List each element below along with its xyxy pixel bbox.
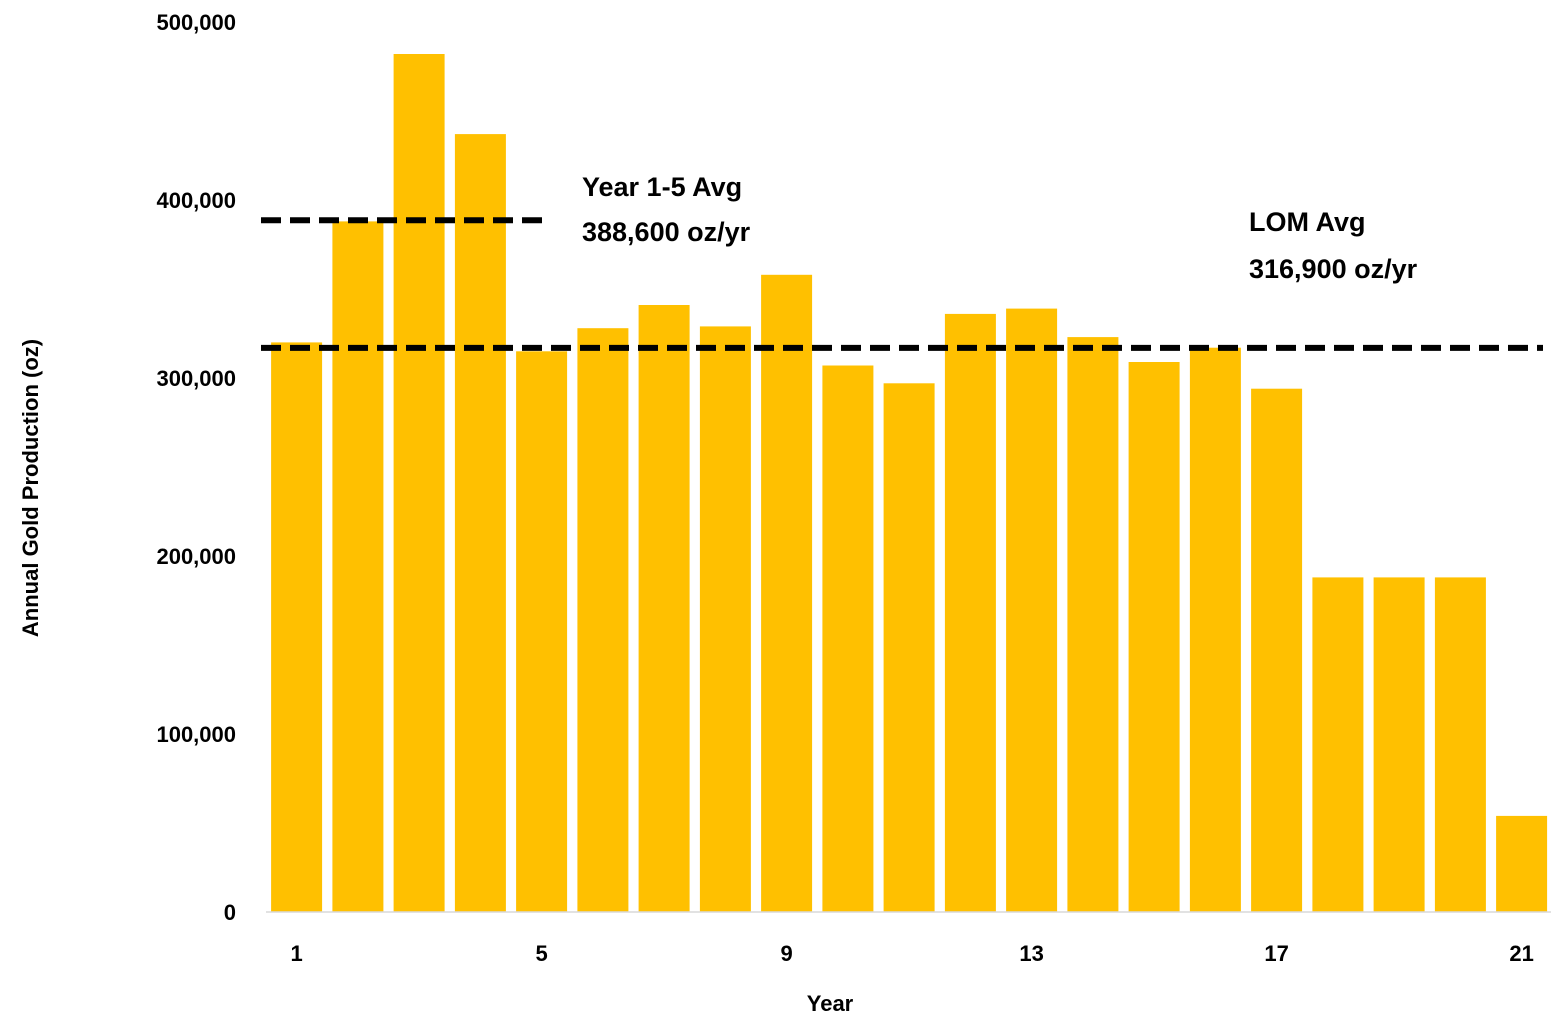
bar-year-5 <box>516 351 568 912</box>
y-tick-label: 0 <box>224 900 236 925</box>
y-axis-title: Annual Gold Production (oz) <box>18 339 43 637</box>
year-1-5-avg-label: Year 1-5 Avg <box>582 172 742 202</box>
bar-year-3 <box>393 54 445 912</box>
year-1-5-avg-value: 388,600 oz/yr <box>582 217 751 247</box>
year-1-5-avg-annotation: Year 1-5 Avg 388,600 oz/yr <box>582 172 751 247</box>
bar-year-10 <box>822 365 874 912</box>
x-tick-label: 21 <box>1509 941 1533 966</box>
lom-avg-value: 316,900 oz/yr <box>1249 254 1418 284</box>
x-axis-title: Year <box>807 991 854 1016</box>
y-tick-label: 400,000 <box>156 188 236 213</box>
bar-year-19 <box>1373 577 1425 912</box>
y-tick-label: 100,000 <box>156 722 236 747</box>
bar-year-17 <box>1251 388 1303 912</box>
y-axis-ticks: 0 100,000 200,000 300,000 400,000 500,000 <box>156 10 236 925</box>
bar-year-14 <box>1067 337 1119 913</box>
x-tick-label: 17 <box>1264 941 1288 966</box>
bar-year-2 <box>332 221 384 912</box>
x-tick-label: 5 <box>535 941 547 966</box>
bar-year-15 <box>1128 362 1180 912</box>
bar-year-13 <box>1006 308 1058 913</box>
x-axis-ticks: 1 5 9 13 17 21 <box>290 941 1533 966</box>
reference-lines-group <box>261 217 1543 351</box>
bars-group <box>271 54 1548 913</box>
bar-year-1 <box>271 342 323 912</box>
bar-year-9 <box>761 274 813 912</box>
bar-year-7 <box>638 305 690 912</box>
bar-year-8 <box>699 326 751 912</box>
bar-year-18 <box>1312 577 1364 912</box>
bar-year-4 <box>454 134 506 913</box>
x-tick-label: 9 <box>780 941 792 966</box>
bar-year-12 <box>944 313 996 912</box>
bar-year-6 <box>577 328 629 912</box>
x-tick-label: 13 <box>1019 941 1043 966</box>
bar-year-16 <box>1189 347 1241 912</box>
bar-year-20 <box>1434 577 1486 912</box>
y-tick-label: 200,000 <box>156 544 236 569</box>
y-tick-label: 500,000 <box>156 10 236 35</box>
lom-avg-annotation: LOM Avg 316,900 oz/yr <box>1249 207 1418 284</box>
x-tick-label: 1 <box>290 941 302 966</box>
y-tick-label: 300,000 <box>156 366 236 391</box>
bar-year-21 <box>1496 815 1548 912</box>
bar-year-11 <box>883 383 935 912</box>
lom-avg-label: LOM Avg <box>1249 207 1366 237</box>
